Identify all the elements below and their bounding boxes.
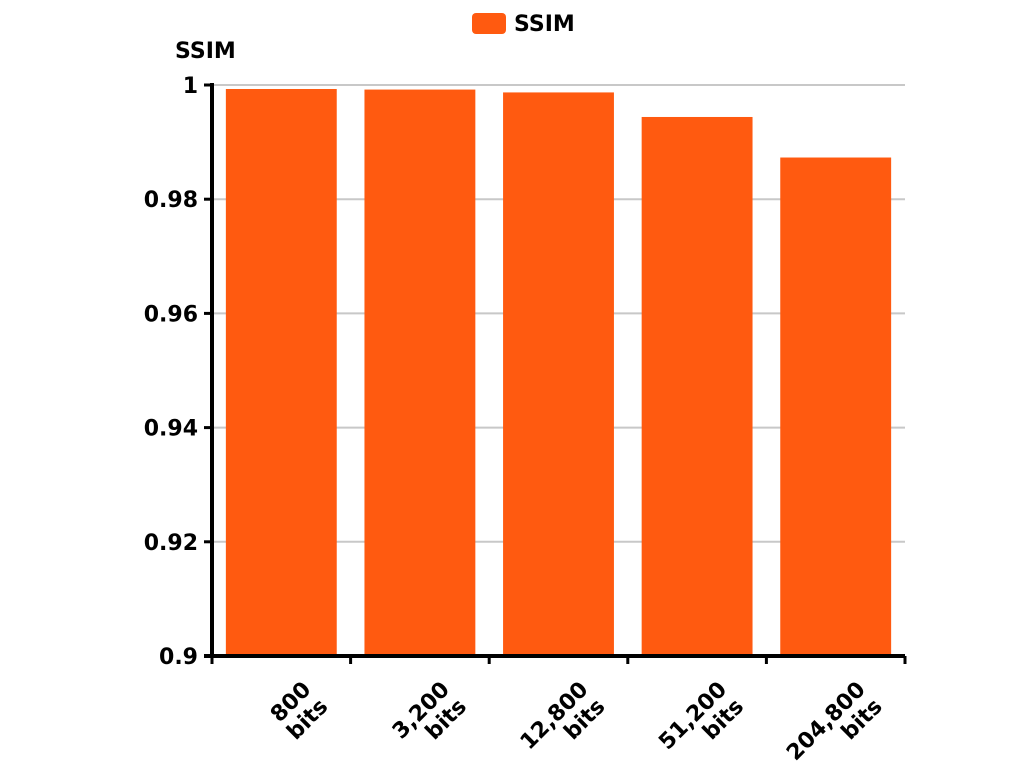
y-tick-label: 1 xyxy=(183,74,198,99)
y-tick-label: 0.9 xyxy=(159,645,198,670)
legend[interactable]: SSIM xyxy=(472,12,575,37)
bar-1[interactable] xyxy=(364,89,476,657)
bar-0[interactable] xyxy=(225,88,337,656)
legend-swatch-ssim xyxy=(472,13,506,34)
bar-3[interactable] xyxy=(641,116,753,656)
y-tick-label: 0.94 xyxy=(144,417,198,442)
y-tick-labels: 0.9 0.92 0.94 0.96 0.98 1 xyxy=(144,74,198,670)
y-axis-title: SSIM xyxy=(175,39,236,64)
y-tick-label: 0.92 xyxy=(144,531,198,556)
bar-2[interactable] xyxy=(503,92,614,657)
legend-label-ssim: SSIM xyxy=(514,12,575,37)
bar-4[interactable] xyxy=(780,157,892,656)
bars xyxy=(225,88,892,657)
y-tick-label: 0.98 xyxy=(144,188,198,213)
y-tick-label: 0.96 xyxy=(144,302,198,327)
axes xyxy=(204,83,905,658)
